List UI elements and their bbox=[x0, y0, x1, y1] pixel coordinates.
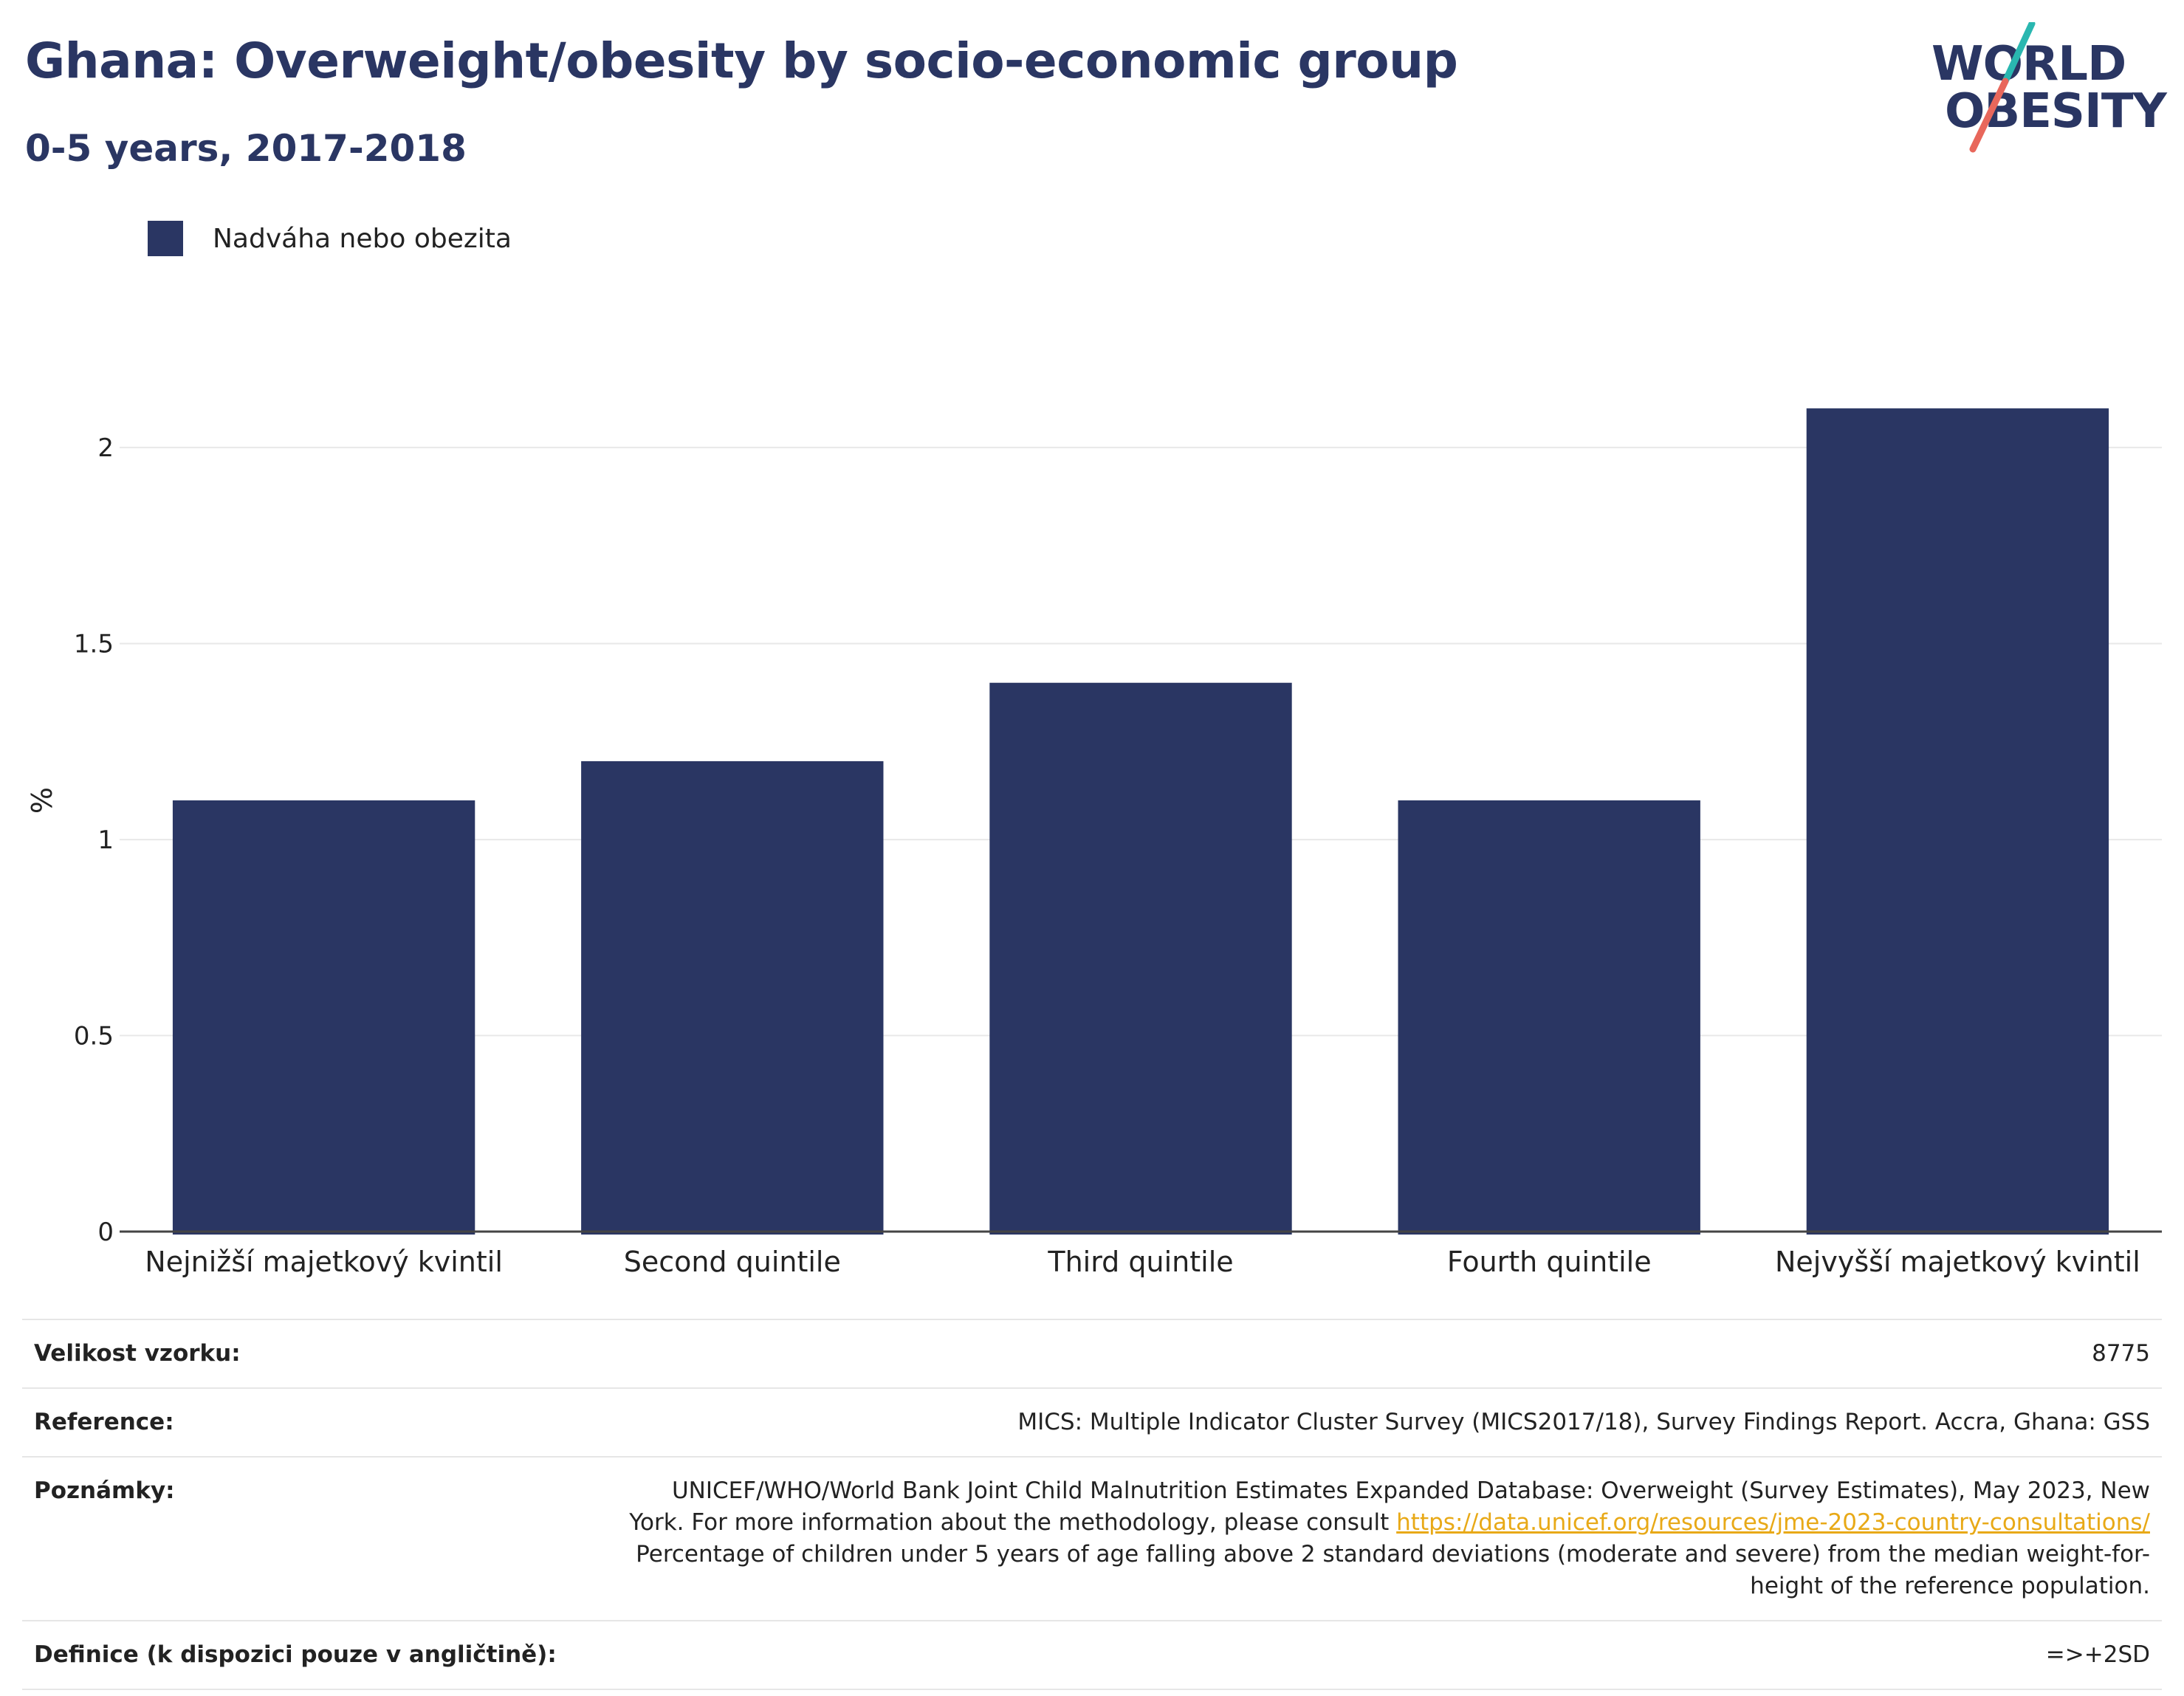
y-axis-label: % bbox=[26, 787, 58, 814]
logo-slash-icon bbox=[1969, 22, 2036, 153]
definition-label: Definice (k dispozici pouze v angličtině… bbox=[22, 1620, 607, 1690]
sample-size-value: 8775 bbox=[607, 1319, 2162, 1389]
notes-value: UNICEF/WHO/World Bank Joint Child Malnut… bbox=[607, 1456, 2162, 1621]
info-row-reference: Reference: MICS: Multiple Indicator Clus… bbox=[22, 1387, 2162, 1458]
y-tick-label: 1.5 bbox=[74, 630, 114, 659]
y-tick-label: 0.5 bbox=[74, 1022, 114, 1051]
info-row-sample: Velikost vzorku: 8775 bbox=[22, 1319, 2162, 1389]
x-axis-ticks: Nejnižší majetkový kvintil Second quintil… bbox=[145, 1246, 2140, 1278]
y-tick-label: 2 bbox=[97, 433, 114, 463]
notes-text-1: UNICEF/WHO/World Bank Joint Child Malnut… bbox=[629, 1477, 2150, 1536]
bar bbox=[1806, 408, 2109, 1235]
legend-label: Nadváha nebo obezita bbox=[213, 223, 512, 254]
bars bbox=[172, 408, 2109, 1235]
chart-title: Ghana: Overweight/obesity by socio-econo… bbox=[25, 32, 1458, 89]
y-tick-label: 0 bbox=[97, 1218, 114, 1247]
info-row-notes: Poznámky: UNICEF/WHO/World Bank Joint Ch… bbox=[22, 1456, 2162, 1621]
x-tick-label: Nejvyšší majetkový kvintil bbox=[1775, 1246, 2140, 1278]
notes-text-2: Percentage of children under 5 years of … bbox=[636, 1541, 2150, 1599]
notes-label: Poznámky: bbox=[22, 1456, 607, 1621]
sample-size-label: Velikost vzorku: bbox=[22, 1319, 607, 1389]
world-obesity-logo: WORLD OBESITY bbox=[1920, 22, 2171, 155]
legend-swatch bbox=[148, 221, 183, 256]
bar-chart: 0 0.5 1 1.5 2 Nejnižší majetkový kvintil Seco… bbox=[26, 408, 2162, 1278]
x-tick-label: Second quintile bbox=[624, 1246, 841, 1278]
bar bbox=[1398, 800, 1700, 1235]
notes-link[interactable]: https://data.unicef.org/resources/jme-20… bbox=[1396, 1509, 2150, 1536]
bar bbox=[172, 800, 475, 1235]
chart-legend: Nadváha nebo obezita bbox=[148, 220, 512, 257]
x-tick-label: Fourth quintile bbox=[1447, 1246, 1652, 1278]
reference-label: Reference: bbox=[22, 1387, 607, 1458]
info-table: Velikost vzorku: 8775 Reference: MICS: M… bbox=[22, 1319, 2162, 1690]
definition-value: =>+2SD bbox=[607, 1620, 2162, 1690]
logo-text-world: WORLD bbox=[1931, 37, 2126, 92]
bar bbox=[581, 761, 884, 1235]
chart-subtitle: 0-5 years, 2017-2018 bbox=[25, 127, 467, 170]
info-row-definition: Definice (k dispozici pouze v angličtině… bbox=[22, 1620, 2162, 1690]
reference-value: MICS: Multiple Indicator Cluster Survey … bbox=[607, 1387, 2162, 1458]
y-axis-ticks: 0 0.5 1 1.5 2 bbox=[74, 433, 114, 1247]
x-tick-label: Third quintile bbox=[1047, 1246, 1233, 1278]
bar bbox=[989, 682, 1292, 1235]
x-tick-label: Nejnižší majetkový kvintil bbox=[145, 1246, 503, 1278]
y-tick-label: 1 bbox=[97, 825, 114, 855]
